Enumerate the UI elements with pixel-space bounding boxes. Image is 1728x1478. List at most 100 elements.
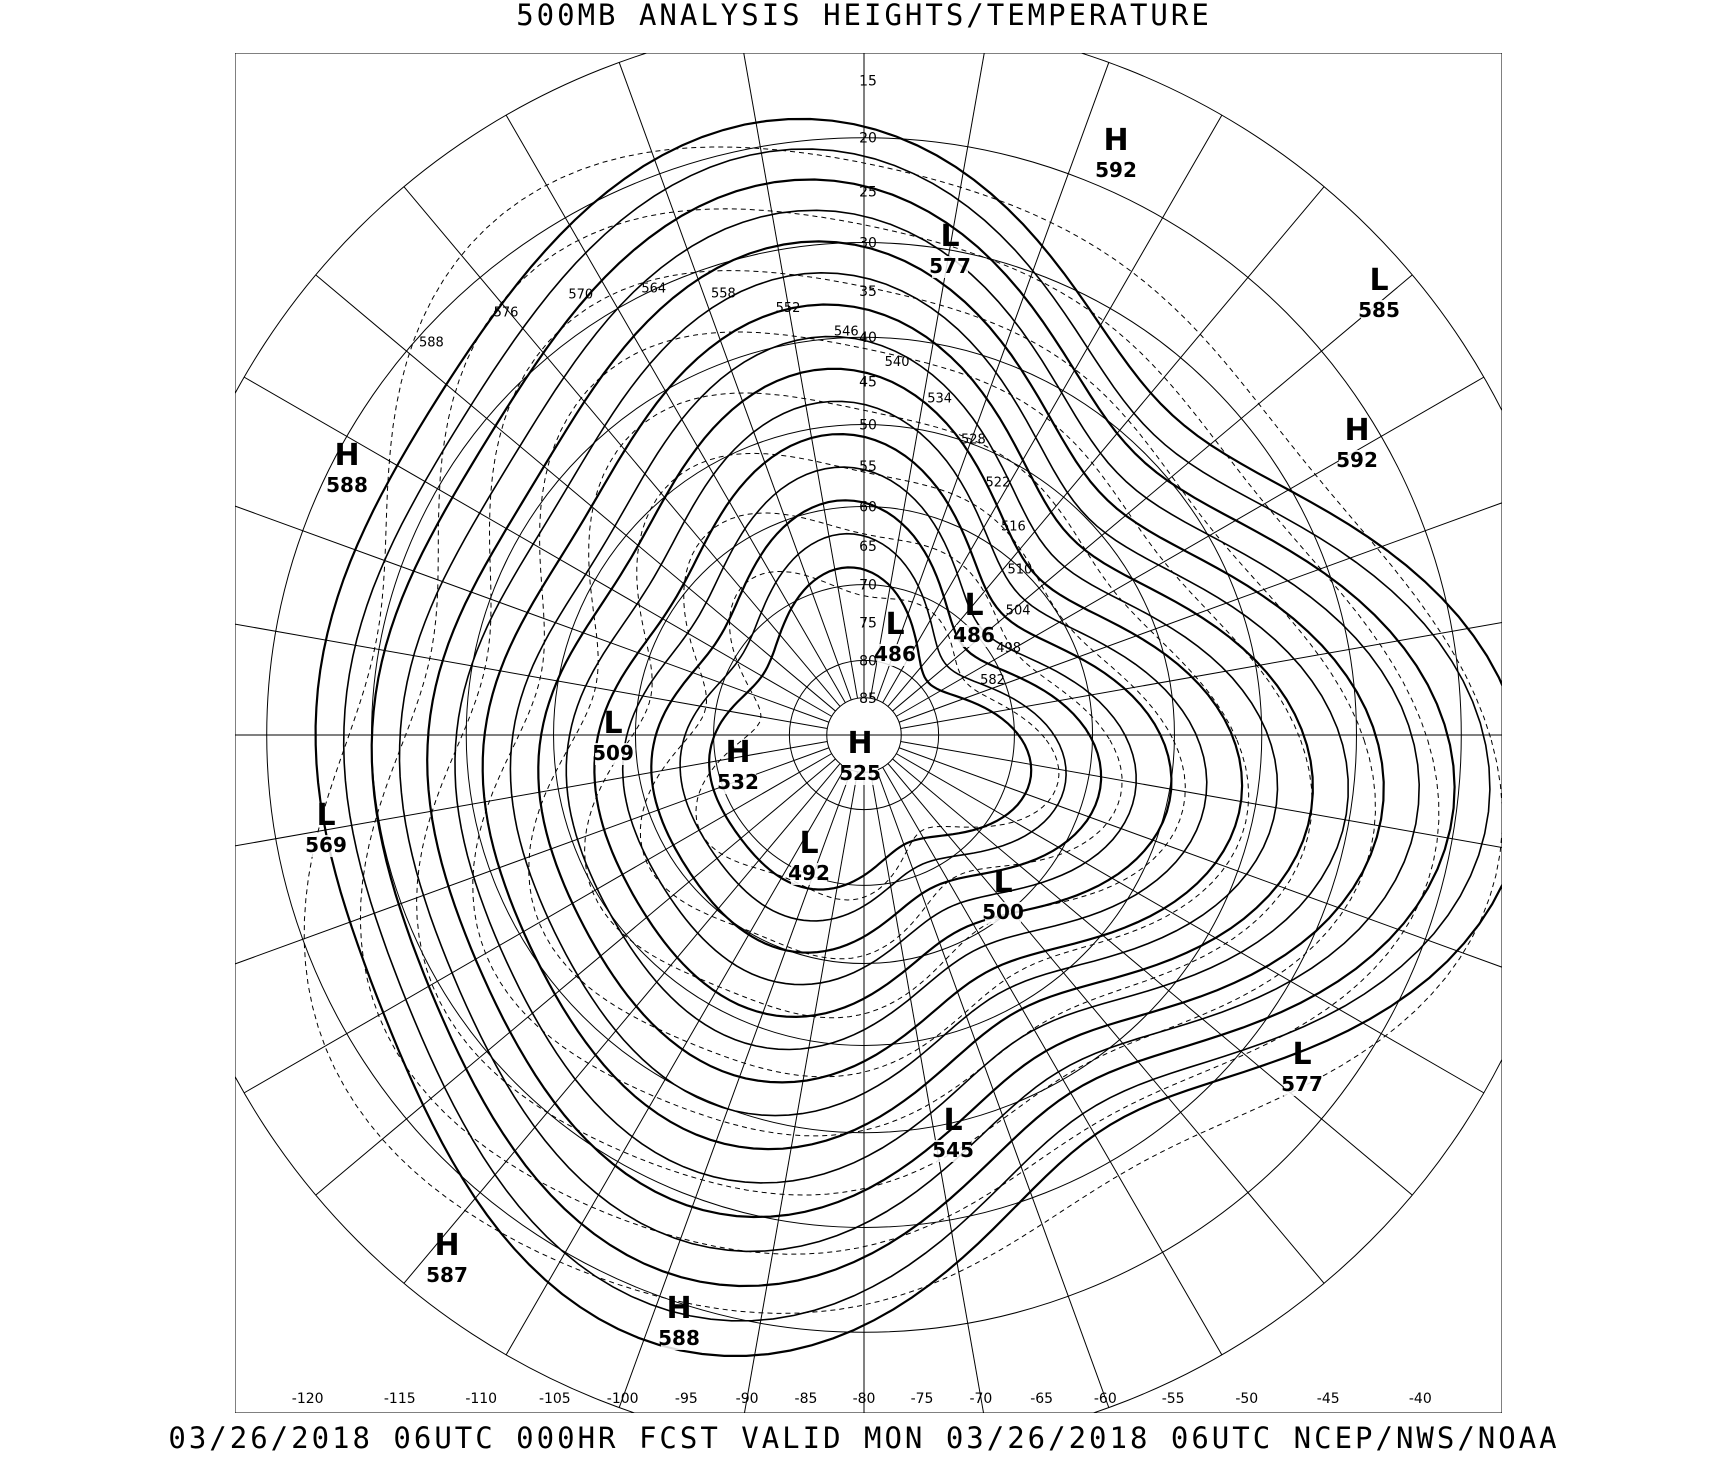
- meridian-line: [505, 767, 846, 1356]
- contour-label: 588: [419, 335, 444, 350]
- lat-lon-grid: [235, 53, 1502, 1413]
- height-contour: [621, 466, 1137, 986]
- center-value: 492: [788, 861, 830, 885]
- meridian-line: [876, 62, 1110, 701]
- center-value: 486: [953, 623, 995, 647]
- low-marker: L: [885, 607, 904, 642]
- latitude-label: 85: [859, 691, 877, 707]
- contour-label: 522: [986, 476, 1011, 491]
- meridian-line: [243, 753, 832, 1094]
- meridian-line: [896, 376, 1485, 717]
- latitude-label: 35: [859, 284, 877, 300]
- contour-label: 558: [711, 286, 736, 301]
- height-contour: [398, 209, 1421, 1253]
- meridian-line: [618, 62, 852, 701]
- low-marker: L: [943, 1103, 962, 1138]
- high-marker: H: [1103, 123, 1128, 158]
- latitude-label: 75: [859, 616, 877, 632]
- contour-label: 510: [1008, 563, 1033, 578]
- meridian-line: [235, 505, 830, 723]
- label-backing: [791, 863, 827, 885]
- temperature-contour: [584, 452, 1186, 1019]
- meridian-line: [505, 114, 846, 703]
- center-value: 509: [592, 741, 634, 765]
- high-marker: H: [725, 735, 750, 770]
- height-contour: [454, 271, 1349, 1184]
- label-backing: [932, 256, 968, 278]
- center-value: 585: [1358, 298, 1400, 322]
- height-contour: [537, 367, 1244, 1084]
- contour-label: 582: [980, 673, 1005, 688]
- center-value: 500: [982, 900, 1024, 924]
- height-contour: [342, 148, 1491, 1322]
- low-marker: L: [799, 826, 818, 861]
- label-backing: [1098, 160, 1134, 182]
- height-contour: [370, 178, 1456, 1288]
- height-contour: [650, 499, 1103, 954]
- center-value: 486: [874, 642, 916, 666]
- meridian-line: [892, 758, 1413, 1196]
- contour-label: 498: [996, 641, 1021, 656]
- center-value: 587: [426, 1263, 468, 1287]
- meridian-line: [882, 114, 1223, 703]
- low-marker: L: [603, 706, 622, 741]
- high-marker: H: [334, 438, 359, 473]
- label-backing: [720, 772, 756, 794]
- label-backing: [429, 1265, 465, 1287]
- latitude-label: 60: [859, 499, 877, 515]
- center-value: 592: [1336, 448, 1378, 472]
- contour-label: 540: [885, 355, 910, 370]
- longitude-label: -110: [465, 1391, 497, 1407]
- height-contour: [565, 400, 1208, 1051]
- center-value: 592: [1095, 158, 1137, 182]
- valid-time-footer: 03/26/2018 06UTC 000HR FCST VALID MON 03…: [168, 1421, 1560, 1455]
- label-backing: [985, 902, 1021, 924]
- meridian-line: [315, 758, 836, 1196]
- latitude-label: 45: [859, 375, 877, 391]
- longitude-label: -115: [384, 1391, 416, 1407]
- chart-title: 500MB ANALYSIS HEIGHTS/TEMPERATURE: [516, 0, 1212, 32]
- label-backing: [308, 835, 344, 857]
- low-marker: L: [316, 798, 335, 833]
- center-value: 577: [929, 254, 971, 278]
- contour-label: 576: [494, 305, 519, 320]
- contour-label: 528: [961, 432, 986, 447]
- longitude-label: -90: [736, 1391, 759, 1407]
- label-backing: [661, 1328, 697, 1350]
- meridian-line: [403, 763, 841, 1284]
- contour-label: 564: [641, 281, 666, 296]
- longitude-label: -50: [1235, 1391, 1258, 1407]
- label-backing: [329, 475, 365, 497]
- longitude-label: -120: [292, 1391, 324, 1407]
- meridian-line: [403, 186, 841, 707]
- label-backing: [956, 625, 992, 647]
- label-backing: [595, 743, 631, 765]
- longitude-label: -60: [1094, 1391, 1117, 1407]
- meridian-line: [243, 376, 832, 717]
- height-contours: [303, 117, 1502, 1357]
- label-backing: [1339, 450, 1375, 472]
- latitude-label: 15: [859, 73, 877, 89]
- high-marker: H: [434, 1228, 459, 1263]
- meridian-line: [882, 767, 1223, 1356]
- low-marker: L: [1292, 1037, 1311, 1072]
- contour-label: 552: [776, 301, 801, 316]
- latitude-label: 25: [859, 185, 877, 201]
- meridian-line: [898, 747, 1502, 968]
- low-marker: L: [1369, 263, 1388, 298]
- low-marker: L: [940, 219, 959, 254]
- longitude-label: -105: [539, 1391, 571, 1407]
- height-contour: [593, 432, 1173, 1019]
